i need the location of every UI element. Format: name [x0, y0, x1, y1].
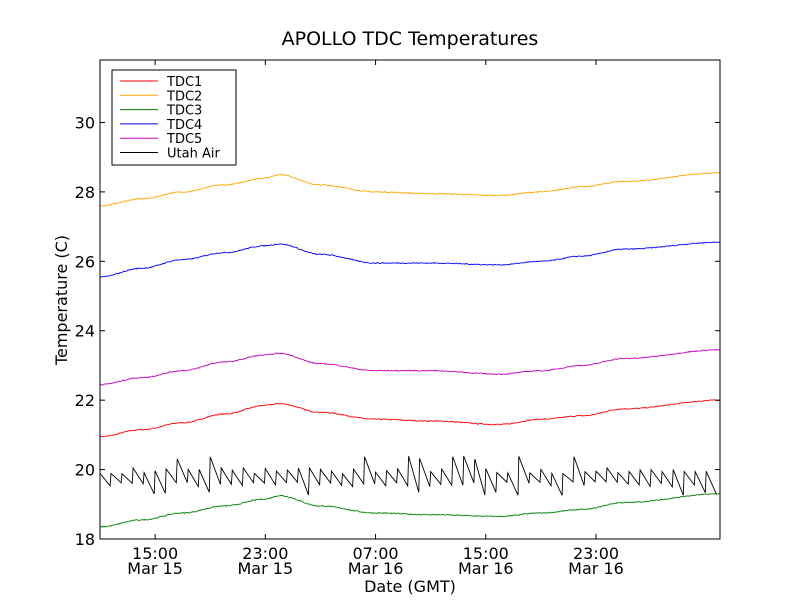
x-tick-label-time: 23:00	[242, 544, 288, 563]
x-axis-label: Date (GMT)	[364, 577, 456, 596]
legend-label: TDC2	[166, 89, 202, 104]
series-line-utah-air	[99, 455, 717, 496]
y-tick-label: 26	[75, 252, 95, 271]
x-tick-label-date: Mar 16	[568, 559, 624, 578]
plot-frame	[99, 59, 721, 540]
y-axis-label: Temperature (C)	[52, 235, 71, 366]
series-line-tdc2	[99, 171, 721, 207]
series-layer	[99, 171, 721, 528]
x-tick-label-date: Mar 16	[348, 559, 404, 578]
x-tick-label-date: Mar 16	[458, 559, 514, 578]
legend-label: TDC4	[166, 118, 202, 133]
x-tick-label-time: 23:00	[573, 544, 619, 563]
x-tick-label-date: Mar 15	[127, 559, 183, 578]
x-tick-label-date: Mar 15	[238, 559, 294, 578]
series-line-tdc5	[99, 348, 721, 386]
chart-title: APOLLO TDC Temperatures	[282, 28, 539, 50]
x-tick-label-time: 07:00	[353, 544, 399, 563]
legend-label: TDC5	[166, 132, 202, 147]
legend-label: Utah Air	[167, 147, 220, 162]
x-tick-label-time: 15:00	[132, 544, 178, 563]
legend-box	[111, 69, 237, 166]
y-tick-label: 30	[75, 113, 95, 132]
y-tick-label: 22	[75, 391, 95, 410]
legend-label: TDC1	[166, 75, 202, 90]
series-line-tdc1	[99, 399, 721, 438]
y-tick-label: 20	[75, 461, 95, 480]
y-tick-label: 24	[75, 322, 95, 341]
y-tick-label: 28	[75, 183, 95, 202]
legend-label: TDC3	[166, 104, 202, 119]
x-tick-label-time: 15:00	[463, 544, 509, 563]
series-line-tdc3	[99, 493, 721, 528]
y-tick-label: 18	[75, 530, 95, 549]
series-line-tdc4	[99, 241, 721, 278]
